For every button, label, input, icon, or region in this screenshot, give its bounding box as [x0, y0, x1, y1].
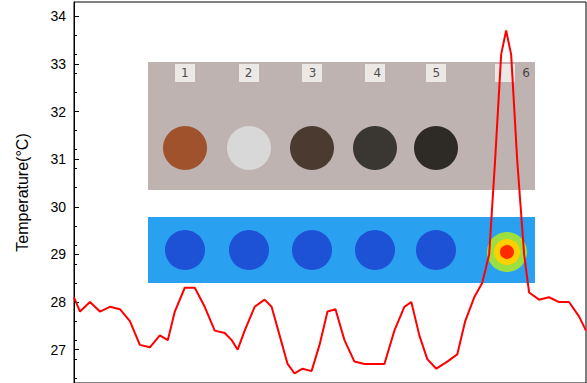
- svg-text:28: 28: [50, 294, 66, 310]
- svg-text:29: 29: [50, 246, 66, 262]
- svg-text:33: 33: [50, 56, 66, 72]
- svg-text:6: 6: [522, 66, 530, 80]
- svg-text:3: 3: [309, 66, 317, 80]
- svg-text:1: 1: [181, 66, 189, 80]
- svg-text:32: 32: [50, 104, 66, 120]
- svg-text:34: 34: [50, 8, 66, 24]
- svg-text:Temperature(°C): Temperature(°C): [14, 133, 31, 251]
- svg-text:2: 2: [245, 66, 253, 80]
- svg-text:5: 5: [432, 66, 440, 80]
- svg-text:4: 4: [374, 66, 382, 80]
- svg-text:31: 31: [50, 151, 66, 167]
- svg-text:30: 30: [50, 199, 66, 215]
- svg-text:27: 27: [50, 342, 66, 358]
